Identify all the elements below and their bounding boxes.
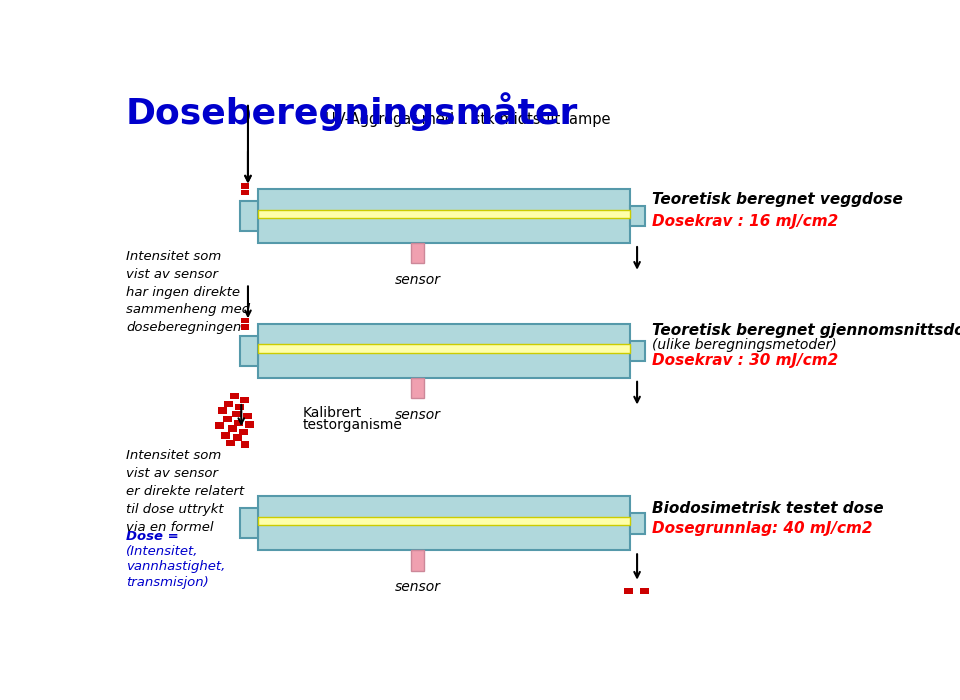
Bar xyxy=(243,413,252,419)
Bar xyxy=(234,420,243,426)
Text: Teoretisk beregnet veggdose: Teoretisk beregnet veggdose xyxy=(652,193,902,207)
Bar xyxy=(257,496,630,550)
Bar xyxy=(240,397,249,403)
Text: Intensitet som: Intensitet som xyxy=(126,449,221,463)
Text: Doseberegningsmåter: Doseberegningsmåter xyxy=(126,92,578,131)
Bar xyxy=(239,429,248,435)
Text: Biodosimetrisk testet dose: Biodosimetrisk testet dose xyxy=(652,500,883,516)
Text: Dosekrav : 30 mJ/cm2: Dosekrav : 30 mJ/cm2 xyxy=(652,353,838,368)
Bar xyxy=(630,206,644,226)
Text: (Intensitet,: (Intensitet, xyxy=(126,545,199,559)
Bar xyxy=(226,440,234,446)
Text: til dose uttrykt: til dose uttrykt xyxy=(126,503,224,516)
Bar xyxy=(241,190,249,195)
Bar xyxy=(228,425,237,432)
Bar xyxy=(231,411,241,417)
Bar xyxy=(230,393,239,399)
Bar xyxy=(257,344,630,353)
Text: via en formel: via en formel xyxy=(126,521,213,533)
Text: vannhastighet,: vannhastighet, xyxy=(126,561,226,573)
Text: Dosekrav : 16 mJ/cm2: Dosekrav : 16 mJ/cm2 xyxy=(652,214,838,229)
Bar xyxy=(233,434,242,441)
Bar xyxy=(257,324,630,378)
Bar xyxy=(240,508,257,538)
Text: har ingen direkte: har ingen direkte xyxy=(126,286,240,299)
Bar xyxy=(218,407,228,414)
Bar xyxy=(245,421,253,428)
Text: UV-Aggregat med 1 stk midtstilt lampe: UV-Aggregat med 1 stk midtstilt lampe xyxy=(324,111,611,127)
Text: Dose =: Dose = xyxy=(126,531,179,543)
Bar xyxy=(241,324,249,330)
Bar xyxy=(257,517,630,526)
Bar xyxy=(235,404,244,410)
Bar xyxy=(241,183,249,188)
Text: Teoretisk beregnet gjennomsnittsdose: Teoretisk beregnet gjennomsnittsdose xyxy=(652,323,960,338)
Text: sensor: sensor xyxy=(395,580,441,594)
Text: sensor: sensor xyxy=(395,408,441,422)
Bar xyxy=(257,209,630,218)
Bar xyxy=(257,189,630,243)
Text: transmisjon): transmisjon) xyxy=(126,575,208,589)
Bar xyxy=(411,550,424,570)
Text: doseberegningen: doseberegningen xyxy=(126,321,241,334)
Bar xyxy=(225,401,233,407)
Text: er direkte relatert: er direkte relatert xyxy=(126,485,244,498)
Bar xyxy=(640,588,649,594)
Text: sammenheng med: sammenheng med xyxy=(126,303,250,316)
Text: Intensitet som: Intensitet som xyxy=(126,250,221,263)
Text: sensor: sensor xyxy=(395,273,441,287)
Bar xyxy=(215,423,224,429)
Text: vist av sensor: vist av sensor xyxy=(126,268,218,281)
Bar xyxy=(240,336,257,365)
Bar xyxy=(241,318,249,323)
Bar xyxy=(223,416,231,423)
Text: testorganisme: testorganisme xyxy=(302,418,402,432)
Bar xyxy=(241,442,250,448)
Bar xyxy=(630,341,644,361)
Bar xyxy=(240,201,257,231)
Bar xyxy=(411,243,424,263)
Text: vist av sensor: vist av sensor xyxy=(126,467,218,480)
Bar xyxy=(624,588,633,594)
Bar xyxy=(630,513,644,533)
Bar xyxy=(221,432,230,439)
Bar xyxy=(411,378,424,398)
Text: (ulike beregningsmetoder): (ulike beregningsmetoder) xyxy=(652,338,837,352)
Text: Kalibrert: Kalibrert xyxy=(302,406,362,420)
Text: Dosegrunnlag: 40 mJ/cm2: Dosegrunnlag: 40 mJ/cm2 xyxy=(652,522,873,536)
